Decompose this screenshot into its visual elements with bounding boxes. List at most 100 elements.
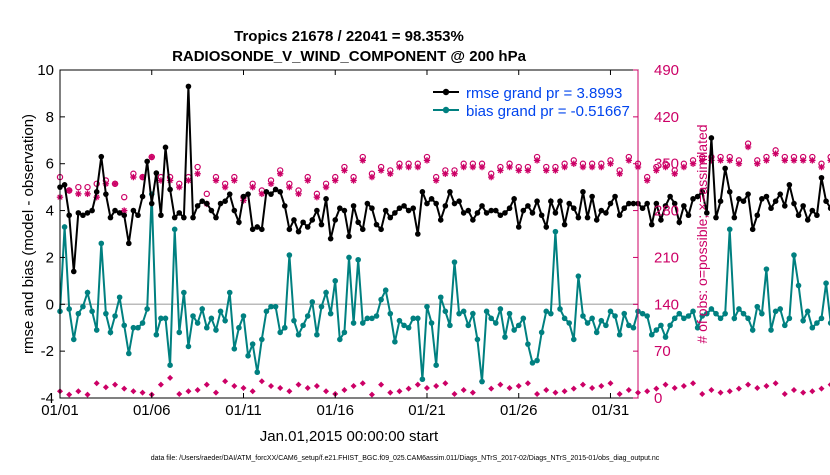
obs-lower-point [754,384,761,391]
bias-series-point [676,310,683,317]
rmse-series-point [722,165,728,172]
rmse-series-point [529,210,536,216]
bias-series-point [621,310,628,317]
obs-lower-point [625,386,632,393]
obs-lower-point [194,386,201,393]
rmse-series-point [791,200,797,207]
obs-lower-point [818,385,825,392]
obs-lower-point [414,381,421,388]
bias-series-point [607,308,614,315]
obs-lower-point [644,388,651,395]
rmse-series-point [442,203,449,209]
obs-assimilated-point [533,157,541,164]
bias-series-point [722,310,728,317]
rmse-series-point [392,210,398,216]
obs-lower-point [350,382,357,389]
bias-series-point [359,320,366,326]
obs-assimilated-point [258,190,266,198]
bias-series-point [194,320,201,326]
rmse-series-point [208,207,215,214]
obs-assimilated-point [689,160,697,167]
bias-series-point [405,324,412,331]
bias-series-point [534,357,540,364]
legend-rmse-marker [442,88,450,96]
obs-assimilated-point [130,173,137,181]
obs-lower-point [286,388,293,395]
rmse-series-point [681,203,687,209]
rmse-series-point [648,221,655,228]
bias-series-point [167,362,173,369]
bias-series-point [272,303,279,310]
rmse-series-point [419,189,426,195]
rmse-series-point [470,217,476,223]
rmse-series-point [515,224,522,230]
axes-layer: 01/01 01/06 01/11 01/16 01/21 01/26 01/31 -4 -2 0… [37,62,679,419]
x-axis-label: Jan.01,2015 00:00:00 start [260,428,439,445]
chart-title-line1: Tropics 21678 / 22041 = 98.353% [234,28,464,45]
obs-assimilated-point [212,177,220,184]
bias-series-point [506,310,513,317]
bias-series-point [470,310,476,317]
obs-assimilated-point [396,163,403,171]
obs-assimilated-point [84,190,91,198]
bias-series-point [671,315,678,322]
bias-series-point [249,341,256,347]
bias-series-point [93,327,100,333]
bias-series-point [561,315,568,322]
rmse-series-point [570,205,577,212]
bias-series-point [795,282,802,289]
bias-series-point [488,315,495,322]
bias-series-point [112,313,118,319]
obs-lower-point [341,386,348,393]
rmse-series-point [713,214,719,221]
bias-series-point [277,329,283,336]
bias-series-point [259,336,265,343]
rmse-series-point [621,205,628,212]
bias-series-point [589,315,595,322]
obs-assimilated-point [827,157,830,164]
bias-series-point [768,327,774,333]
bias-series-point [382,287,389,294]
obs-assimilated-point [267,180,275,187]
legend-bias-label: bias grand pr = -0.51667 [466,103,630,120]
rmse-series-point [98,153,105,160]
obs-lower-point [717,389,724,396]
rmse-series-point [318,221,325,228]
y-left-tick-label: -4 [41,390,54,407]
rmse-series-point [254,224,261,230]
obs-assimilated-point [341,167,348,174]
bias-series-point [694,324,701,331]
bias-series-point [61,224,68,230]
rmse-series-point [190,214,196,221]
bias-series-layer [57,191,830,385]
obs-lower-point [378,381,385,388]
rmse-series-point [80,212,86,219]
x-tick-label: 01/16 [316,402,354,419]
obs-lower-point [781,390,788,397]
bias-series-point [570,336,577,343]
obs-lower-point [772,380,779,387]
rmse-series-point [181,214,187,221]
rmse-series-point [639,205,646,212]
obs-lower-point [524,380,531,387]
rmse-series-point [772,198,779,204]
rmse-series-point [61,182,68,188]
rmse-series-point [740,198,747,204]
rmse-series-point [726,189,733,195]
rmse-series-point [213,214,219,221]
rmse-series-point [456,198,462,204]
obs-lower-point [763,382,770,389]
bias-series-point [759,310,765,317]
rmse-series-point [694,193,701,200]
bias-series-point [419,376,426,383]
obs-lower-point [405,385,412,392]
rmse-series-point [263,189,270,195]
obs-possible-point [194,163,201,171]
obs-assimilated-point [414,163,422,171]
obs-assimilated-point [680,163,688,171]
obs-assimilated-point [194,170,201,177]
bias-series-point [804,308,811,315]
obs-lower-point [102,384,109,391]
